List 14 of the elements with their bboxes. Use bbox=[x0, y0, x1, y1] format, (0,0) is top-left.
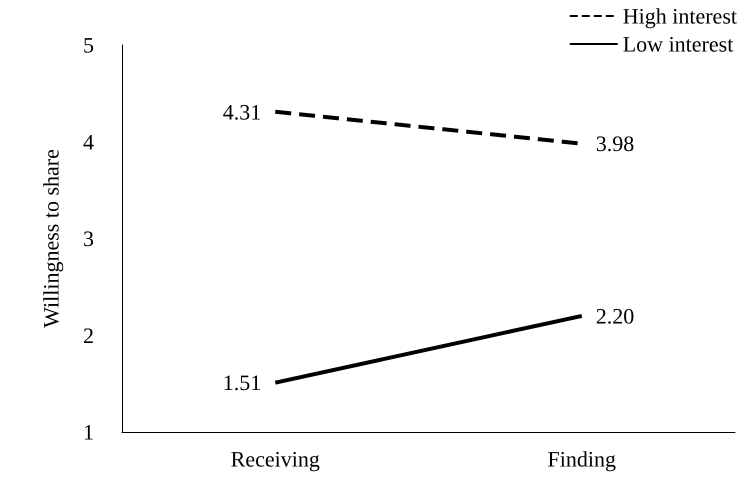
x-tick-label: Receiving bbox=[230, 446, 320, 472]
data-label: 4.31 bbox=[222, 99, 262, 124]
y-tick-label: 1 bbox=[83, 420, 94, 444]
y-tick-label: 4 bbox=[83, 129, 94, 154]
y-tick-label: 5 bbox=[83, 32, 94, 58]
y-tick-label: 2 bbox=[83, 322, 94, 348]
data-label: 3.98 bbox=[596, 131, 634, 156]
x-tick-label: Finding bbox=[548, 446, 616, 472]
y-axis-title: Willingness to share bbox=[38, 149, 64, 328]
legend-label: Low interest bbox=[622, 32, 734, 56]
legend-label: High interest bbox=[622, 4, 738, 28]
data-label: 2.20 bbox=[596, 303, 634, 328]
data-label: 1.51 bbox=[222, 370, 262, 396]
y-tick-label: 3 bbox=[83, 226, 94, 251]
